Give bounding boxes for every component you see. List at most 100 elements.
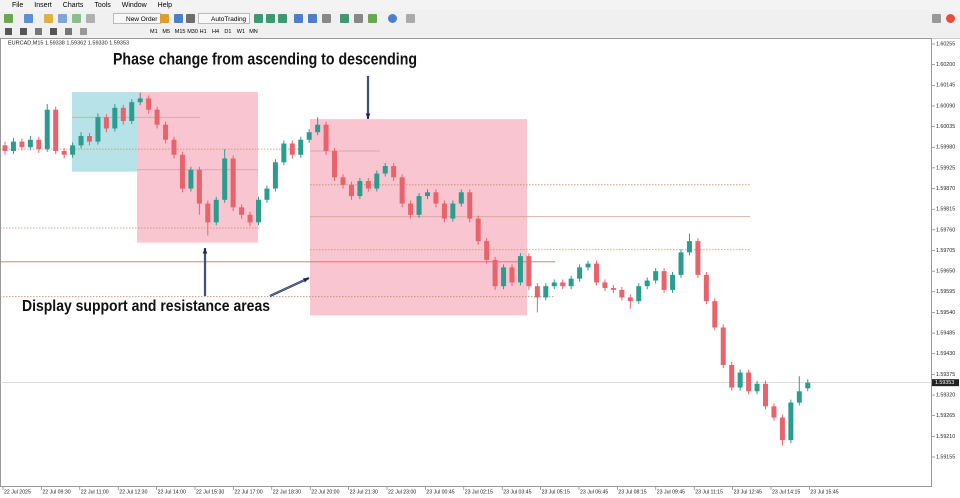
tool-icon[interactable] bbox=[160, 14, 169, 23]
y-tick-label: 1.59210 bbox=[936, 434, 955, 440]
draw-tool-icon[interactable] bbox=[65, 28, 72, 35]
timeframe-button[interactable]: H1 bbox=[199, 29, 207, 35]
candle-body bbox=[560, 282, 566, 287]
candle-body bbox=[27, 139, 33, 148]
y-tick-label: 1.59705 bbox=[936, 248, 955, 254]
candle-body bbox=[594, 263, 599, 283]
timeframe-button[interactable]: H4 bbox=[212, 29, 220, 35]
candle-body bbox=[272, 162, 278, 189]
candle-body bbox=[281, 143, 287, 163]
x-tick-label: 23 Jul 02:15 bbox=[465, 489, 493, 495]
candle-body bbox=[754, 383, 760, 392]
y-tick-label: 1.59155 bbox=[936, 454, 955, 460]
tool-icon[interactable] bbox=[278, 14, 287, 23]
candle-body bbox=[788, 402, 794, 441]
search-icon[interactable] bbox=[932, 14, 941, 23]
tool-icon[interactable] bbox=[368, 14, 377, 23]
tool-icon[interactable] bbox=[354, 14, 363, 23]
tool-icon[interactable] bbox=[174, 14, 183, 23]
menu-item[interactable]: Charts bbox=[62, 2, 84, 9]
tool-icon[interactable] bbox=[388, 14, 397, 23]
x-tick-label: 22 Jul 17:00 bbox=[234, 489, 262, 495]
draw-tool-icon[interactable] bbox=[80, 28, 87, 35]
y-tick-label: 1.59760 bbox=[936, 227, 955, 233]
tool-icon[interactable] bbox=[308, 14, 317, 23]
candle-body bbox=[568, 278, 574, 287]
x-tick-label: 22 Jul 09:30 bbox=[42, 489, 70, 495]
candle-body bbox=[712, 301, 718, 328]
notification-icon[interactable] bbox=[946, 14, 955, 23]
draw-tool-icon[interactable] bbox=[50, 28, 57, 35]
candle-body bbox=[416, 196, 422, 215]
new-order-button[interactable]: New Order bbox=[113, 13, 162, 24]
candle-body bbox=[53, 109, 59, 152]
y-tick-label: 1.60090 bbox=[936, 103, 955, 109]
candle-body bbox=[247, 214, 253, 223]
candle-body bbox=[19, 141, 25, 148]
menu-item[interactable]: Tools bbox=[94, 2, 111, 9]
candle-body bbox=[746, 372, 752, 392]
timeframe-button[interactable]: W1 bbox=[236, 29, 246, 35]
y-tick-label: 1.59925 bbox=[936, 165, 955, 171]
menu-item[interactable]: Window bbox=[121, 2, 147, 9]
tool-icon[interactable] bbox=[294, 14, 303, 23]
candle-body bbox=[501, 267, 507, 287]
tool-icon[interactable] bbox=[24, 14, 33, 23]
current-price-tag bbox=[932, 379, 959, 387]
candle-body bbox=[526, 256, 532, 287]
candle-body bbox=[315, 124, 321, 133]
x-tick-label: 22 Jul 2025 bbox=[4, 489, 31, 495]
candle-body bbox=[179, 154, 185, 189]
tool-icon[interactable] bbox=[86, 14, 95, 23]
candle-body bbox=[729, 365, 735, 388]
candle-body bbox=[602, 282, 608, 289]
tool-icon[interactable] bbox=[266, 14, 275, 23]
candle-body bbox=[188, 169, 194, 189]
current-price-label: 1.59353 bbox=[935, 380, 954, 386]
annotation: Display support and resistance areas bbox=[22, 298, 270, 315]
y-tick-label: 1.59815 bbox=[936, 207, 955, 213]
tool-icon[interactable] bbox=[406, 14, 415, 23]
tool-icon[interactable] bbox=[340, 14, 349, 23]
y-tick-label: 1.59870 bbox=[936, 186, 955, 192]
tool-icon[interactable] bbox=[44, 14, 53, 23]
draw-tool-icon[interactable] bbox=[20, 28, 27, 35]
menu-item[interactable]: File bbox=[12, 2, 24, 9]
toolbar: New Order AutoTrading bbox=[0, 11, 960, 27]
candle-body bbox=[686, 241, 692, 253]
x-tick-label: 23 Jul 03:45 bbox=[503, 489, 531, 495]
x-tick-label: 22 Jul 12:30 bbox=[119, 489, 147, 495]
tool-icon[interactable] bbox=[4, 14, 13, 23]
tool-icon[interactable] bbox=[254, 14, 263, 23]
candle-body bbox=[289, 143, 295, 155]
timeframe-button[interactable]: M5 bbox=[162, 29, 171, 35]
x-tick-label: 23 Jul 15:45 bbox=[810, 489, 838, 495]
x-tick-label: 23 Jul 06:45 bbox=[580, 489, 608, 495]
tool-icon[interactable] bbox=[58, 14, 67, 23]
auto-trading-button[interactable]: AutoTrading bbox=[198, 13, 251, 24]
tool-icon[interactable] bbox=[72, 14, 81, 23]
draw-tool-icon[interactable] bbox=[35, 28, 42, 35]
candle-body bbox=[450, 203, 456, 219]
timeframe-button[interactable]: M1 bbox=[150, 29, 158, 35]
timeframe-button[interactable]: MN bbox=[249, 29, 258, 35]
candle-body bbox=[222, 158, 228, 200]
candle-body bbox=[695, 241, 701, 275]
candle-body bbox=[196, 169, 202, 204]
candle-body bbox=[70, 145, 76, 155]
candle-body bbox=[10, 141, 16, 152]
tool-icon[interactable] bbox=[186, 14, 195, 23]
candle-body bbox=[636, 286, 642, 302]
draw-tool-icon[interactable] bbox=[5, 28, 12, 35]
menu-item[interactable]: Help bbox=[157, 2, 173, 9]
candle-body bbox=[796, 391, 802, 403]
candle-body bbox=[44, 109, 50, 150]
tool-icon[interactable] bbox=[322, 14, 331, 23]
timeframe-button[interactable]: M30 bbox=[187, 29, 198, 35]
candle-body bbox=[264, 188, 270, 200]
x-tick-label: 22 Jul 23:00 bbox=[388, 489, 416, 495]
menu-item[interactable]: Insert bbox=[34, 2, 52, 9]
timeframe-button[interactable]: M15 bbox=[174, 29, 186, 35]
timeframe-button[interactable]: D1 bbox=[224, 29, 232, 35]
candle-body bbox=[137, 98, 143, 103]
